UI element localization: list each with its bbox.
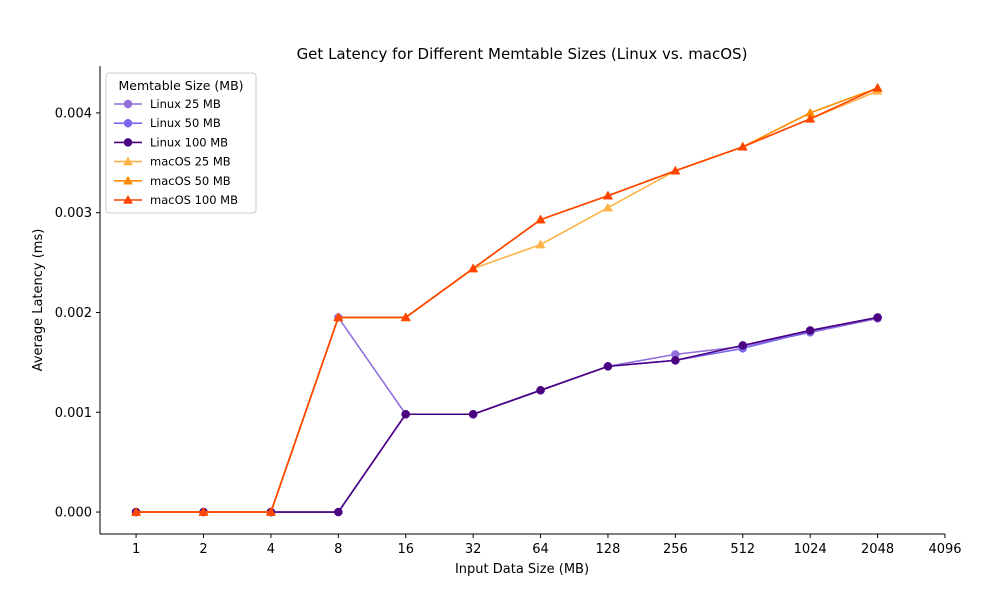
x-tick-label: 2048: [861, 542, 894, 557]
x-tick-label: 1024: [794, 542, 827, 557]
legend-label: macOS 25 MB: [150, 155, 231, 169]
circle-point: [603, 362, 613, 371]
chart-title: Get Latency for Different Memtable Sizes…: [297, 45, 748, 63]
y-tick-label: 0.004: [55, 106, 92, 121]
circle-point: [468, 410, 478, 419]
series-linux-50-mb: [131, 313, 882, 517]
triangle-point: [198, 506, 209, 516]
x-axis-ticks: 1 2 4 8 16 32 64 128 256 512 1024 2048 4096: [132, 534, 962, 557]
legend-item: Linux 100 MB: [114, 135, 228, 149]
legend-circle-marker: [123, 118, 133, 128]
legend-label: macOS 50 MB: [150, 174, 231, 188]
triangle-point: [602, 190, 613, 200]
triangle-point: [468, 263, 479, 273]
x-tick-label: 256: [663, 542, 688, 557]
triangle-point: [872, 82, 883, 92]
legend-title: Memtable Size (MB): [118, 78, 243, 93]
triangle-point: [805, 113, 816, 123]
circle-point: [401, 410, 410, 419]
circle-point: [873, 313, 882, 322]
series-line: [136, 316, 878, 513]
x-tick-label: 512: [730, 542, 755, 557]
x-tick-label: 1: [132, 542, 140, 557]
legend-items: Linux 25 MB Linux 50 MB Linux 100 MB macOS …: [114, 97, 238, 207]
x-axis-label: Input Data Size (MB): [455, 562, 589, 577]
series-line: [136, 316, 878, 513]
legend: Memtable Size (MB) Linux 25 MB Linux 50 M…: [105, 72, 257, 214]
x-tick-label: 16: [397, 542, 414, 557]
y-axis-label: Average Latency (ms): [31, 229, 46, 372]
legend-label: Linux 50 MB: [150, 116, 221, 130]
y-tick-label: 0.003: [55, 206, 92, 221]
legend-circle-marker: [123, 138, 133, 147]
legend-label: Linux 25 MB: [150, 97, 221, 111]
x-tick-label: 32: [465, 542, 482, 557]
triangle-point: [737, 141, 748, 151]
circle-point: [805, 326, 815, 335]
x-tick-label: 2: [199, 542, 207, 557]
legend-triangle-marker: [122, 156, 134, 166]
legend-item: Linux 25 MB: [114, 97, 221, 111]
circle-point: [536, 386, 545, 395]
legend-circle-marker: [123, 99, 133, 109]
x-tick-label: 4096: [928, 542, 961, 557]
triangle-point: [602, 202, 613, 212]
legend-item: macOS 100 MB: [114, 193, 238, 207]
series-linux-100-mb: [131, 313, 882, 517]
circle-point: [334, 507, 343, 517]
triangle-point: [333, 312, 344, 322]
legend-item: macOS 25 MB: [114, 155, 231, 169]
legend-frame: [105, 72, 257, 214]
y-tick-label: 0.001: [55, 406, 92, 421]
legend-triangle-marker: [122, 194, 134, 204]
y-axis-ticks: 0.000 0.001 0.002 0.003 0.004: [55, 106, 100, 521]
triangle-point: [400, 312, 411, 322]
y-tick-label: 0.000: [55, 506, 92, 521]
series-macos-100-mb: [131, 82, 883, 516]
legend-triangle-marker: [122, 175, 134, 185]
y-tick-label: 0.002: [55, 306, 92, 321]
series-linux-25-mb: [131, 313, 882, 517]
plot-area: [131, 82, 883, 517]
triangle-point: [265, 506, 276, 516]
legend-label: Linux 100 MB: [150, 135, 228, 149]
x-tick-label: 4: [267, 542, 275, 557]
legend-item: macOS 50 MB: [114, 174, 231, 188]
triangle-point: [535, 239, 546, 249]
circle-point: [671, 356, 680, 365]
triangle-point: [131, 506, 142, 516]
triangle-point: [670, 165, 681, 175]
series-line: [136, 87, 878, 513]
x-tick-label: 64: [532, 542, 549, 557]
series-line: [136, 316, 878, 513]
circle-point: [738, 341, 748, 350]
x-tick-label: 8: [334, 542, 342, 557]
triangle-point: [535, 214, 546, 224]
legend-label: macOS 100 MB: [150, 193, 238, 207]
x-tick-label: 128: [596, 542, 621, 557]
legend-item: Linux 50 MB: [114, 116, 221, 130]
